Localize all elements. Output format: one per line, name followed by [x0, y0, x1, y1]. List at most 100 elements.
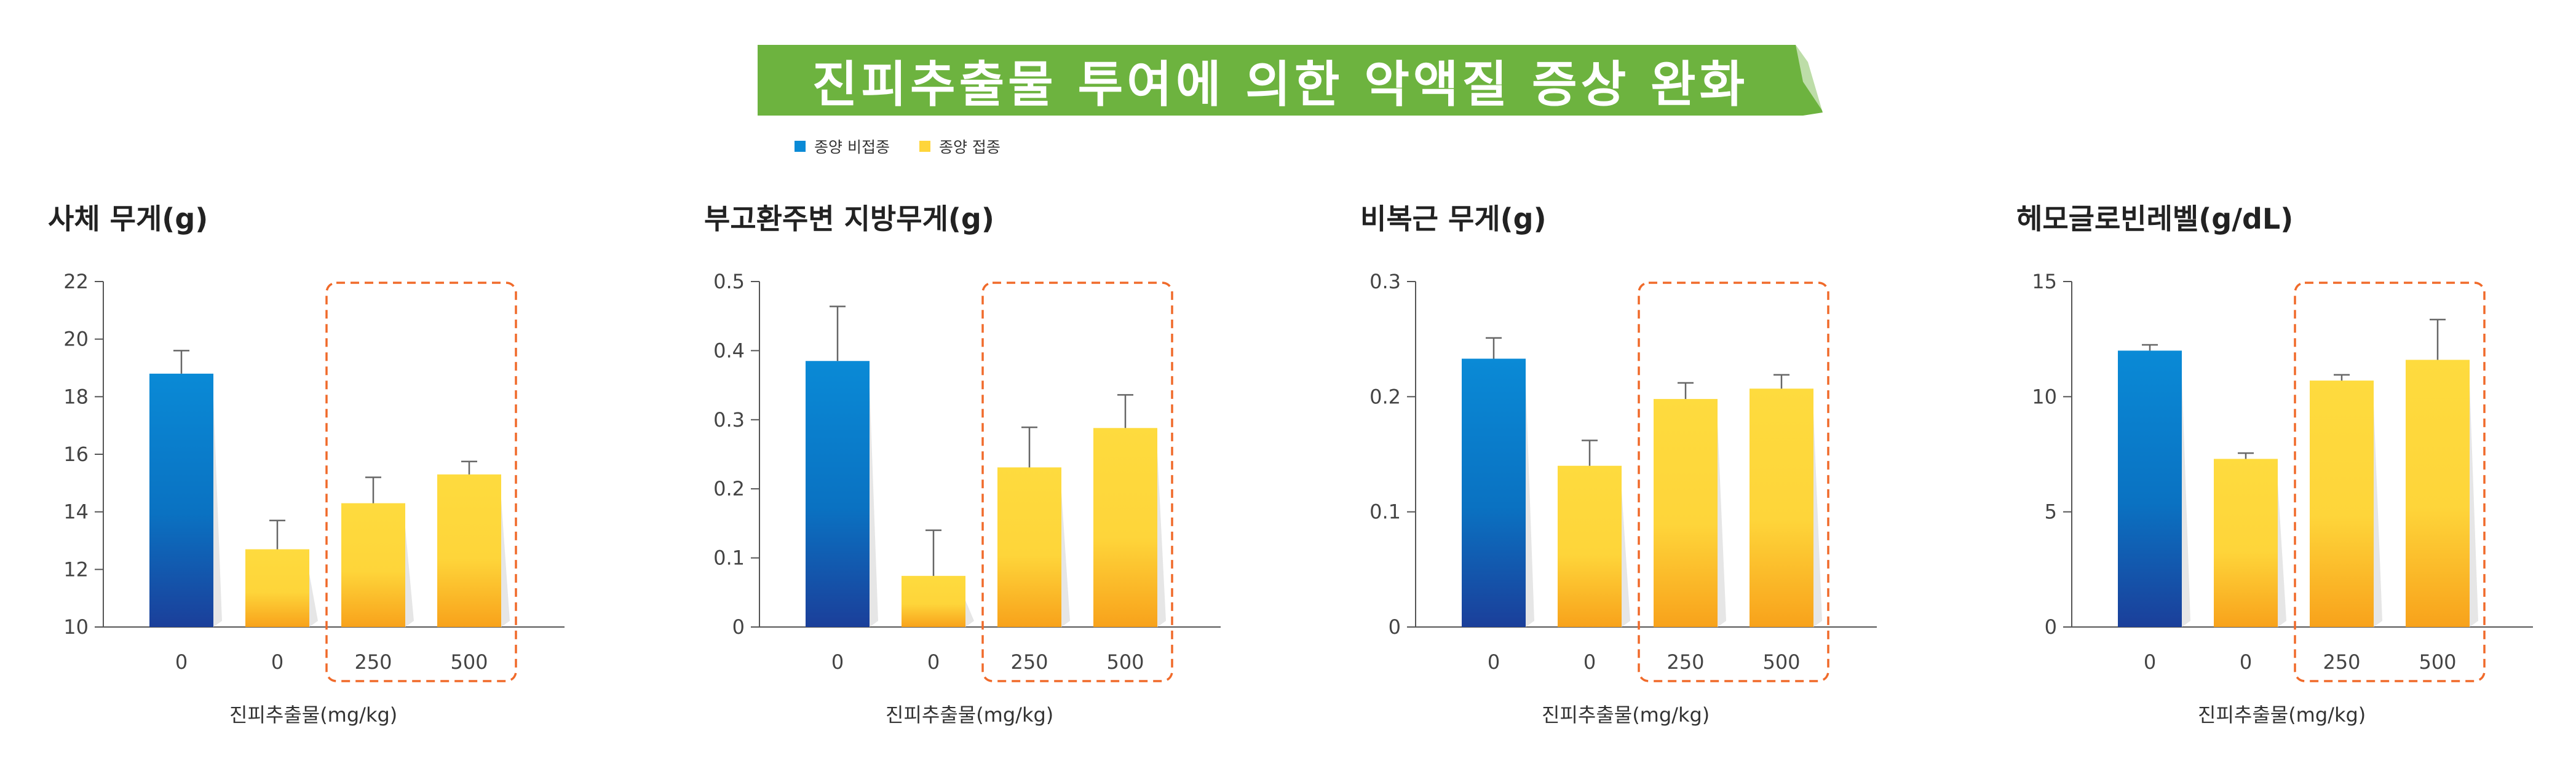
bar-shadow: [501, 499, 510, 627]
bar: [1093, 428, 1157, 627]
x-tick-label: 0: [2144, 650, 2156, 674]
chart-panel-hemoglobin: 헤모글로빈레벨(g/dL) 0 5 10 15 0 0 250 500 진피추출물(mg/kg…: [2016, 197, 2576, 762]
bar: [2214, 459, 2278, 627]
bar-shadow: [309, 574, 318, 627]
bar-shadow: [1157, 452, 1166, 627]
y-tick-label: 18: [63, 385, 89, 408]
y-tick-label: 0.1: [1369, 500, 1401, 524]
bar: [1558, 465, 1622, 627]
x-axis-label: 진피추출물(mg/kg): [229, 703, 398, 727]
y-tick-label: 0: [732, 615, 745, 639]
bar-shadow: [2182, 375, 2190, 627]
title-banner: [758, 45, 1823, 116]
x-tick-label: 500: [450, 650, 488, 674]
x-tick-label: 0: [271, 650, 283, 674]
chart-title: 부고환주변 지방무게(g): [704, 202, 994, 235]
x-tick-label: 0: [175, 650, 188, 674]
bar: [341, 503, 405, 627]
x-tick-label: 0: [831, 650, 844, 674]
legend: 종양 비접종 종양 접종: [795, 135, 1001, 157]
bar: [2118, 350, 2182, 627]
y-tick-label: 10: [2032, 385, 2057, 408]
y-tick-label: 0: [1389, 615, 1401, 639]
y-tick-label: 20: [63, 328, 89, 351]
chart-panel-gastrocnemius: 비복근 무게(g) 0 0.1 0.2 0.3 0 0 250 500 진피추출물(mg/kg…: [1360, 197, 1975, 762]
banner-fold: [1796, 45, 1823, 111]
x-tick-label: 250: [2323, 650, 2360, 674]
y-tick-label: 0.3: [1369, 270, 1401, 293]
x-tick-label: 0: [1488, 650, 1500, 674]
bar-shadow: [1061, 492, 1070, 627]
bar-shadow: [870, 385, 878, 627]
bar-shadow: [2278, 483, 2286, 627]
bar: [997, 467, 1061, 627]
y-tick-label: 5: [2045, 500, 2057, 524]
y-tick-label: 0.1: [713, 546, 745, 570]
legend-item-non-implanted: 종양 비접종: [795, 135, 890, 157]
x-tick-label: 500: [2419, 650, 2456, 674]
legend-item-implanted: 종양 접종: [919, 135, 1001, 157]
x-axis-label: 진피추출물(mg/kg): [1542, 703, 1710, 727]
bar-shadow: [213, 398, 222, 627]
y-tick-label: 22: [63, 270, 89, 293]
bar-shadow: [1622, 490, 1630, 627]
x-tick-label: 250: [354, 650, 392, 674]
x-tick-label: 500: [1106, 650, 1144, 674]
y-tick-label: 12: [63, 558, 89, 581]
y-tick-label: 0.5: [713, 270, 745, 293]
chart-epididymal-fat: 0 0.1 0.2 0.3 0.4 0.5 0 0 250 500: [713, 270, 1221, 682]
y-tick-label: 0.2: [1369, 385, 1401, 408]
chart-title: 비복근 무게(g): [1360, 202, 1547, 235]
chart-hemoglobin: 0 5 10 15 0 0 250 500: [2032, 270, 2533, 682]
highlight-box: [2294, 282, 2486, 682]
y-tick-label: 0.4: [713, 339, 745, 362]
bar: [1654, 399, 1718, 627]
legend-label-non-implanted: 종양 비접종: [814, 138, 890, 156]
legend-label-implanted: 종양 접종: [938, 138, 1001, 156]
bar: [902, 575, 965, 627]
y-tick-label: 16: [63, 443, 89, 466]
bar: [2406, 360, 2470, 627]
bar-shadow: [2374, 405, 2382, 627]
y-tick-label: 0.2: [713, 477, 745, 500]
bar: [2310, 381, 2374, 627]
legend-swatch-blue: [795, 141, 806, 152]
highlight-box: [1638, 282, 1829, 682]
bar-shadow: [1526, 383, 1534, 627]
chart-gastrocnemius: 0 0.1 0.2 0.3 0 0 250 500: [1369, 270, 1877, 682]
banner-background: [758, 45, 1823, 116]
highlight-box: [981, 282, 1173, 682]
y-tick-label: 0: [2045, 615, 2057, 639]
y-tick-label: 10: [63, 615, 89, 639]
legend-swatch-yellow: [919, 141, 930, 152]
bar-shadow: [1718, 424, 1726, 627]
x-axis-label: 진피추출물(mg/kg): [2198, 703, 2366, 727]
y-tick-label: 0.3: [713, 408, 745, 432]
x-tick-label: 250: [1666, 650, 1704, 674]
highlight-box: [325, 282, 517, 682]
y-tick-label: 15: [2032, 270, 2057, 293]
page-title: 진피추출물 투여에 의한 악액질 증상 완화: [812, 55, 1749, 113]
y-tick-label: 14: [63, 500, 89, 524]
bar-shadow: [1813, 413, 1822, 627]
bar-shadow: [405, 527, 414, 627]
chart-panel-epididymal-fat: 부고환주변 지방무게(g) 0 0.1 0.2 0.3 0.4 0.5 0 0 250 500 진…: [704, 197, 1319, 762]
bar-shadow: [2470, 384, 2478, 627]
bar-shadow: [965, 600, 974, 627]
bar: [245, 549, 309, 627]
chart-title: 사체 무게(g): [48, 202, 208, 235]
x-axis-label: 진피추출물(mg/kg): [886, 703, 1054, 727]
bar: [806, 361, 870, 627]
x-tick-label: 250: [1010, 650, 1048, 674]
chart-title: 헤모글로빈레벨(g/dL): [2016, 202, 2294, 235]
bar: [1750, 388, 1813, 627]
x-tick-label: 0: [1583, 650, 1596, 674]
x-tick-label: 0: [2240, 650, 2252, 674]
bar: [1462, 358, 1526, 627]
x-tick-label: 500: [1762, 650, 1800, 674]
bar: [149, 373, 213, 627]
chart-carcass-weight: 10 12 14 16 18 20 22 0 0 250 500: [63, 270, 565, 682]
x-tick-label: 0: [927, 650, 940, 674]
chart-panel-carcass-weight: 사체 무게(g) 10 12 14 16 18 20 22 0 0 250 500 진피추출물(mg…: [48, 197, 663, 762]
bar: [437, 474, 501, 627]
